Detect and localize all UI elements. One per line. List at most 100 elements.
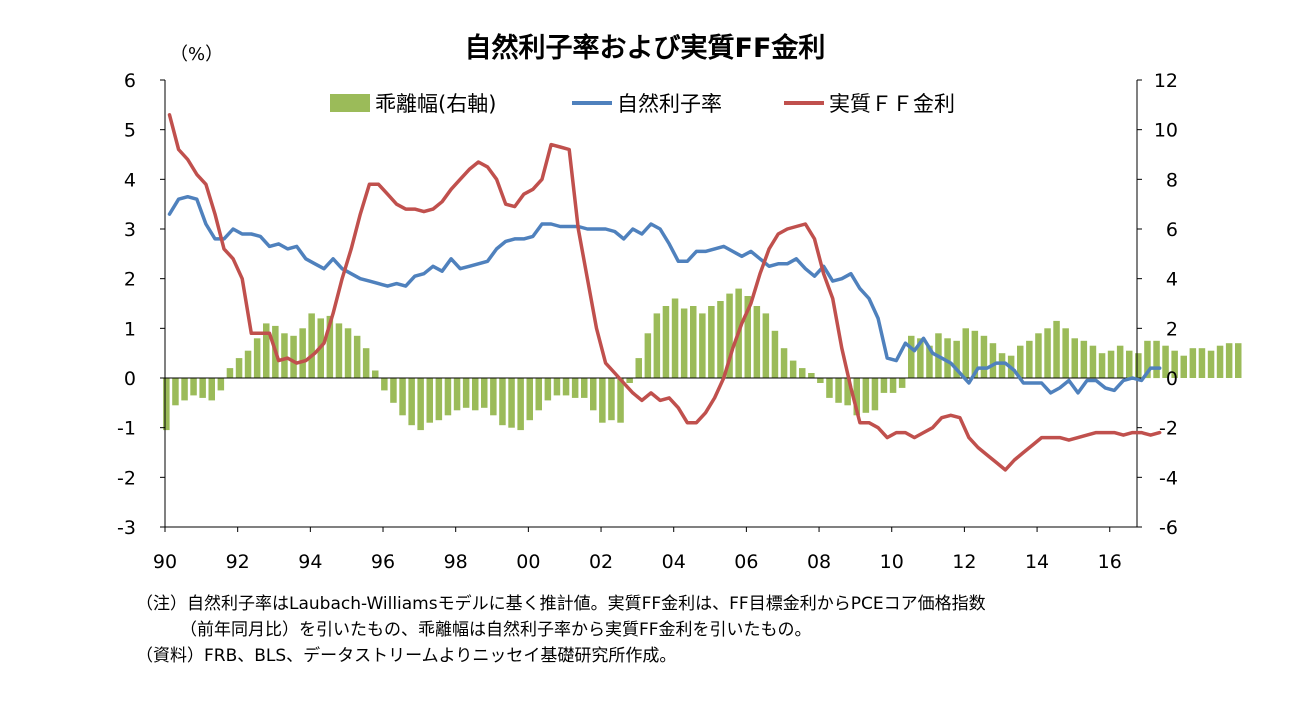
deviation-bar — [481, 378, 488, 408]
deviation-bar — [444, 378, 452, 416]
deviation-bar — [362, 348, 370, 378]
deviation-bar — [535, 378, 542, 411]
deviation-bar — [490, 378, 497, 416]
deviation-bar — [762, 313, 770, 378]
deviation-bar — [399, 378, 406, 416]
deviation-bar — [617, 378, 624, 423]
deviation-bar — [1107, 350, 1115, 378]
deviation-bar — [944, 338, 951, 378]
note-line-2: （前年同月比）を引いたもの、乖離幅は自然利子率から実質FF金利を引いたもの。 — [180, 620, 812, 640]
deviation-bar — [1189, 348, 1197, 378]
legend-label-natural: 自然利子率 — [617, 92, 722, 116]
deviation-bar — [462, 378, 470, 408]
left-tick-label: 1 — [124, 318, 136, 340]
deviation-bar — [962, 328, 969, 378]
deviation-bar — [699, 313, 706, 378]
deviation-bar — [1062, 328, 1069, 378]
deviation-bar — [717, 301, 724, 378]
deviation-bar — [226, 368, 234, 378]
deviation-bar — [1235, 343, 1242, 378]
x-tick-label: 02 — [589, 551, 613, 573]
deviation-bar — [817, 378, 824, 383]
deviation-bar — [1116, 345, 1124, 378]
deviation-bar — [326, 315, 334, 378]
right-tick-label: 6 — [1166, 219, 1178, 241]
deviation-bar — [553, 378, 561, 396]
deviation-bar — [199, 378, 206, 398]
deviation-bar — [544, 378, 552, 401]
left-tick-label: -3 — [117, 517, 136, 539]
right-tick-label: 8 — [1166, 169, 1178, 191]
deviation-bar — [926, 345, 933, 378]
line-series — [167, 113, 1162, 472]
deviation-bar — [971, 330, 979, 378]
legend-label-deviation: 乖離幅(右軸) — [375, 92, 496, 116]
deviation-bar — [1198, 348, 1206, 378]
right-tick-label: 10 — [1154, 120, 1178, 142]
deviation-bar — [889, 378, 897, 393]
deviation-bar — [526, 378, 533, 421]
left-tick-label: -1 — [117, 418, 136, 440]
deviation-bar — [753, 306, 761, 378]
x-tick-label: 92 — [226, 551, 250, 573]
deviation-bar — [263, 323, 270, 378]
deviation-bar — [408, 378, 415, 426]
deviation-bar — [1017, 345, 1024, 378]
deviation-bar — [835, 378, 842, 403]
deviation-bar — [581, 378, 588, 398]
chart-title: 自然利子率および実質FF金利 — [465, 32, 826, 64]
deviation-bar — [744, 296, 751, 378]
legend: 乖離幅(右軸) 自然利子率 実質ＦＦ金利 — [330, 92, 955, 116]
deviation-bar — [1171, 350, 1178, 378]
deviation-bar — [1080, 340, 1088, 379]
deviation-bar — [898, 378, 906, 388]
deviation-bar — [381, 378, 388, 391]
x-tick-label: 08 — [807, 551, 831, 573]
right-tick-label: -4 — [1159, 467, 1178, 489]
x-tick-label: 00 — [516, 551, 540, 573]
deviation-bar — [181, 378, 188, 401]
deviation-bar — [508, 378, 515, 428]
deviation-bar — [472, 378, 479, 411]
deviation-bar — [217, 378, 225, 391]
deviation-bar — [880, 378, 888, 393]
left-tick-label: 2 — [124, 269, 136, 291]
right-tick-label: -6 — [1159, 517, 1178, 539]
deviation-bar — [1053, 320, 1060, 378]
deviation-bar — [353, 335, 361, 378]
deviation-bar — [290, 335, 297, 378]
deviation-bar — [517, 378, 524, 431]
deviation-bar — [908, 335, 915, 378]
deviation-bar — [281, 333, 288, 378]
note-line-1: （注）自然利子率はLaubach-Williamsモデルに基く推計値。実質FF金… — [136, 594, 986, 614]
deviation-bar — [626, 378, 633, 383]
deviation-bar — [590, 378, 597, 411]
x-tick-label: 06 — [734, 551, 758, 573]
deviation-bar — [917, 338, 924, 378]
deviation-bar — [789, 360, 797, 378]
deviation-bar — [780, 348, 788, 378]
deviation-bar — [662, 306, 670, 378]
deviation-bar — [1207, 350, 1215, 378]
natural-rate-line — [167, 194, 1162, 395]
deviation-bar — [1225, 343, 1233, 378]
deviation-bar — [190, 378, 197, 396]
x-tick-label: 96 — [371, 551, 395, 573]
deviation-bar — [417, 378, 424, 431]
left-axis-unit: （%） — [170, 44, 223, 65]
deviation-bar — [680, 308, 688, 378]
deviation-bar — [299, 328, 306, 378]
deviation-bar — [372, 370, 379, 378]
x-tick-label: 04 — [662, 551, 686, 573]
deviation-bar — [390, 378, 397, 403]
deviation-bar — [808, 373, 815, 378]
deviation-bar — [844, 378, 851, 406]
deviation-bar — [853, 378, 860, 416]
deviation-bar — [799, 368, 806, 378]
deviation-bar — [499, 378, 506, 426]
left-tick-label: 3 — [124, 219, 136, 241]
left-tick-label: 4 — [124, 169, 136, 191]
deviation-bar — [1216, 345, 1224, 378]
deviation-bar — [1089, 345, 1097, 378]
